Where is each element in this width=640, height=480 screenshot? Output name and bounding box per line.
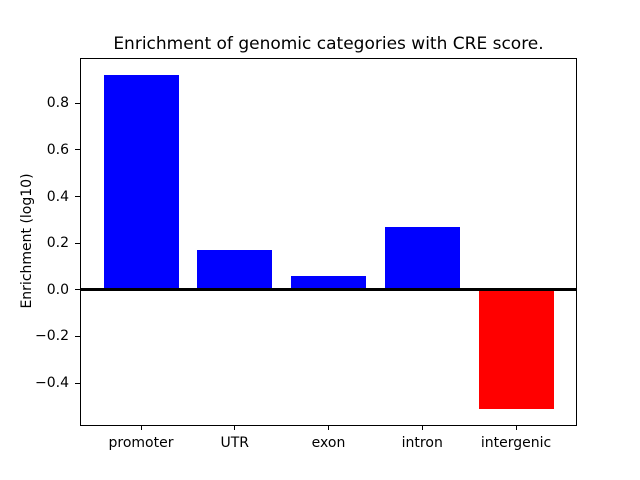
plot-area: 0.8 0.6 0.4 0.2 0.0 −0.2 −0.4 promoter UTR exon in… (35, 58, 577, 451)
x-tick-label-intron: intron (401, 435, 443, 451)
chart-title: Enrichment of genomic categories with CR… (113, 34, 544, 54)
y-tick-mark (75, 196, 80, 198)
x-tick-label-promoter: promoter (108, 435, 174, 451)
y-tick-label: −0.2 (35, 328, 69, 345)
y-tick-mark (75, 149, 80, 151)
y-tick-label: 0.2 (46, 235, 69, 252)
bar-UTR (197, 250, 273, 290)
x-tick-mark (515, 425, 517, 430)
x-tick-mark (328, 425, 329, 430)
y-tick-label: −0.4 (35, 375, 69, 392)
bar-exon (291, 275, 366, 290)
x-tick-label-intergenic: intergenic (480, 435, 552, 451)
y-tick-mark (75, 242, 80, 244)
x-tick-mark (140, 425, 142, 430)
y-tick-label: 0.0 (46, 281, 69, 298)
y-tick-label: 0.8 (46, 95, 69, 112)
bar-intergenic (478, 289, 554, 409)
y-tick-mark (75, 382, 80, 384)
y-tick-label: 0.6 (46, 141, 69, 158)
bar-intron (384, 226, 460, 290)
x-tick-mark (421, 425, 423, 430)
x-tick-mark (234, 425, 236, 430)
y-tick-mark (75, 335, 80, 337)
x-tick-label-UTR: UTR (220, 435, 250, 451)
x-tick-label-exon: exon (311, 435, 346, 451)
bar-promoter (103, 75, 179, 290)
y-tick-mark (75, 289, 80, 291)
zero-line (81, 288, 576, 292)
y-tick-label: 0.4 (46, 188, 69, 205)
y-tick-mark (75, 102, 80, 104)
